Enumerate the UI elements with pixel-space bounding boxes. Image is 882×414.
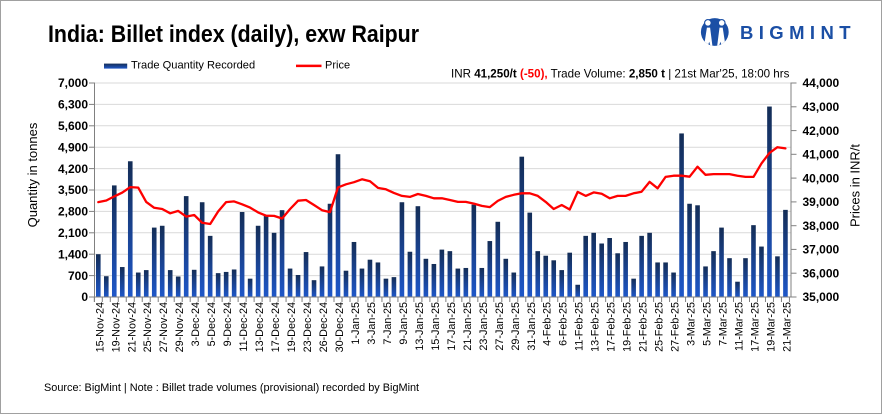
svg-text:4,200: 4,200 (58, 162, 88, 176)
svg-text:11-Dec-24: 11-Dec-24 (238, 302, 250, 352)
svg-text:40,000: 40,000 (803, 171, 840, 185)
svg-text:44,000: 44,000 (803, 76, 840, 90)
svg-text:Source: BigMint | Note : Bille: Source: BigMint | Note : Billet trade vo… (44, 382, 419, 394)
svg-text:5,600: 5,600 (58, 119, 88, 133)
svg-text:3-Dec-24: 3-Dec-24 (190, 302, 202, 346)
svg-text:3-Jan-25: 3-Jan-25 (366, 302, 378, 345)
svg-text:31-Jan-25: 31-Jan-25 (526, 302, 538, 351)
svg-text:15-Nov-24: 15-Nov-24 (94, 302, 106, 352)
svg-text:17-Feb-25: 17-Feb-25 (606, 302, 618, 352)
svg-text:25-Feb-25: 25-Feb-25 (654, 302, 666, 352)
svg-text:29-Nov-24: 29-Nov-24 (174, 302, 186, 352)
svg-text:17-Mar-25: 17-Mar-25 (750, 302, 762, 352)
svg-text:39,000: 39,000 (803, 195, 840, 209)
svg-text:0: 0 (81, 290, 88, 304)
svg-text:36,000: 36,000 (803, 266, 840, 280)
svg-text:21-Feb-25: 21-Feb-25 (638, 302, 650, 352)
svg-text:7-Mar-25: 7-Mar-25 (718, 302, 730, 346)
svg-text:19-Feb-25: 19-Feb-25 (622, 302, 634, 352)
svg-text:7-Jan-25: 7-Jan-25 (382, 302, 394, 345)
svg-text:11-Mar-25: 11-Mar-25 (734, 302, 746, 351)
svg-text:21-Nov-24: 21-Nov-24 (126, 302, 138, 352)
svg-text:23-Dec-24: 23-Dec-24 (302, 302, 314, 352)
svg-text:23-Jan-25: 23-Jan-25 (478, 302, 490, 351)
svg-text:30-Dec-24: 30-Dec-24 (334, 302, 346, 352)
svg-text:11-Feb-25: 11-Feb-25 (574, 302, 586, 351)
svg-text:Trade Quantity Recorded: Trade Quantity Recorded (131, 59, 255, 71)
svg-text:7,000: 7,000 (58, 76, 88, 90)
svg-text:9-Jan-25: 9-Jan-25 (398, 302, 410, 345)
svg-text:35,000: 35,000 (803, 290, 840, 304)
svg-text:INR 41,250/t (-50), Trade Volu: INR 41,250/t (-50), Trade Volume: 2,850 … (451, 68, 790, 81)
svg-text:13-Feb-25: 13-Feb-25 (590, 302, 602, 352)
svg-text:25-Nov-24: 25-Nov-24 (142, 302, 154, 352)
svg-text:700: 700 (68, 269, 88, 283)
svg-text:3,500: 3,500 (58, 183, 88, 197)
svg-text:BIGMINT: BIGMINT (740, 22, 856, 43)
svg-text:2,800: 2,800 (58, 205, 88, 219)
svg-text:6,300: 6,300 (58, 98, 88, 112)
svg-text:43,000: 43,000 (803, 100, 840, 114)
svg-text:2,100: 2,100 (58, 226, 88, 240)
svg-text:13-Jan-25: 13-Jan-25 (414, 302, 426, 351)
svg-text:3-Mar-25: 3-Mar-25 (686, 302, 698, 346)
svg-text:17-Dec-24: 17-Dec-24 (270, 302, 282, 352)
svg-text:13-Dec-24: 13-Dec-24 (254, 302, 266, 352)
svg-text:37,000: 37,000 (803, 243, 840, 257)
svg-text:9-Dec-24: 9-Dec-24 (222, 302, 234, 346)
svg-text:21-Jan-25: 21-Jan-25 (462, 302, 474, 351)
svg-text:19-Mar-25: 19-Mar-25 (766, 302, 778, 352)
svg-text:6-Feb-25: 6-Feb-25 (558, 302, 570, 346)
svg-text:19-Dec-24: 19-Dec-24 (286, 302, 298, 352)
svg-text:42,000: 42,000 (803, 124, 840, 138)
svg-text:19-Nov-24: 19-Nov-24 (110, 302, 122, 352)
svg-text:India: Billet index (daily), e: India: Billet index (daily), exw Raipur (48, 21, 419, 48)
svg-text:4-Feb-25: 4-Feb-25 (542, 302, 554, 346)
svg-text:17-Jan-25: 17-Jan-25 (446, 302, 458, 351)
svg-text:21-Mar-25: 21-Mar-25 (781, 302, 793, 352)
svg-text:1-Jan-25: 1-Jan-25 (350, 302, 362, 345)
svg-text:29-Jan-25: 29-Jan-25 (510, 302, 522, 351)
svg-text:27-Feb-25: 27-Feb-25 (670, 302, 682, 352)
svg-text:27-Nov-24: 27-Nov-24 (158, 302, 170, 352)
svg-text:5-Dec-24: 5-Dec-24 (206, 302, 218, 346)
svg-text:Quantity in tonnes: Quantity in tonnes (25, 122, 40, 227)
svg-text:38,000: 38,000 (803, 219, 840, 233)
svg-text:Price: Price (325, 59, 350, 71)
svg-text:5-Mar-25: 5-Mar-25 (702, 302, 714, 346)
svg-text:4,900: 4,900 (58, 140, 88, 154)
svg-text:1,400: 1,400 (58, 247, 88, 261)
svg-text:Prices in INR/t: Prices in INR/t (848, 144, 863, 227)
svg-text:41,000: 41,000 (803, 148, 840, 162)
svg-text:26-Dec-24: 26-Dec-24 (318, 302, 330, 352)
svg-text:15-Jan-25: 15-Jan-25 (430, 302, 442, 351)
svg-text:27-Jan-25: 27-Jan-25 (494, 302, 506, 351)
